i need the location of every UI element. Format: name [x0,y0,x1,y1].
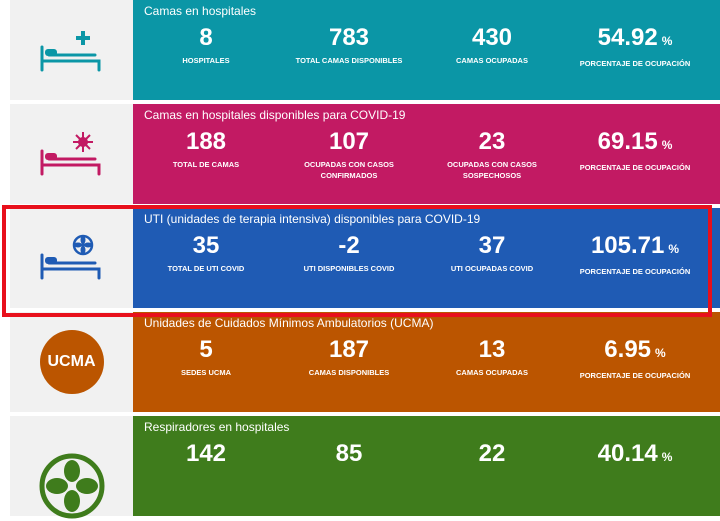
stat-sedes-ucma: 5 SEDES UCMA [141,336,271,378]
stat-value: 35 [192,232,220,259]
stat-ocupadas-confirmados: 107 OCUPADAS CON CASOS CONFIRMADOS [284,128,414,181]
stat-value: 54.92 [597,24,658,51]
stats-panel: Camas en hospitales disponibles para COV… [133,104,720,204]
stat-total-uti: 35 TOTAL DE UTI COVID [141,232,271,274]
stat-total-camas: 188 TOTAL DE CAMAS [141,128,271,170]
percent-sign: % [668,242,680,256]
stat-value: 105.71 [590,232,665,259]
stat-porcentaje: 54.92% PORCENTAJE DE OCUPACIÓN [570,24,700,69]
stat-label: SEDES UCMA [180,368,231,377]
stat-label: TOTAL CAMAS DISPONIBLES [295,56,403,65]
stat-label: HOSPITALES [182,56,230,65]
section-title: Unidades de Cuidados Mínimos Ambulatorio… [144,316,434,330]
stat-value: 6.95 [604,336,652,363]
stats-panel: UTI (unidades de terapia intensiva) disp… [133,208,720,308]
stat-camas-disponibles: 187 CAMAS DISPONIBLES [284,336,414,378]
section-ucma: UCMA Unidades de Cuidados Mínimos Ambula… [0,312,720,412]
hospital-bed-cross-icon [40,31,100,72]
ventilator-fan-icon [39,453,104,519]
percent-sign: % [655,346,666,360]
stat-label: TOTAL DE CAMAS [172,160,240,169]
stat-value: 22 [478,440,506,467]
percent-sign: % [661,138,673,152]
stat-ocupadas-sospechosos: 23 OCUPADAS CON CASOS SOSPECHOSOS [427,128,557,181]
stat-camas-ocupadas: 430 CAMAS OCUPADAS [427,24,557,66]
stat-value: 5 [199,336,213,363]
section-title: Camas en hospitales [144,4,257,18]
hospital-bed-virus-icon [40,132,100,176]
stat-value: 85 [335,440,363,467]
section-uti-covid: UTI (unidades de terapia intensiva) disp… [0,208,720,308]
stat-label: CAMAS OCUPADAS [456,368,528,377]
section-respiradores: Respiradores en hospitales 142 85 22 40.… [0,416,720,519]
stat-value: 13 [478,336,506,363]
icu-bed-icon [40,234,100,280]
stat-respiradores-disponibles: 85 [284,440,414,468]
stat-uti-ocupadas: 37 UTI OCUPADAS COVID [427,232,557,274]
stat-label: PORCENTAJE DE OCUPACIÓN [579,163,691,172]
stat-value: 8 [199,24,213,51]
highlight-box [2,205,712,317]
stats-panel: Unidades de Cuidados Mínimos Ambulatorio… [133,312,720,412]
stat-label: PORCENTAJE DE OCUPACIÓN [579,59,691,68]
icon-panel [10,208,133,308]
stat-porcentaje: 6.95% PORCENTAJE DE OCUPACIÓN [570,336,700,381]
percent-sign: % [661,34,673,48]
stat-uti-disponibles: -2 UTI DISPONIBLES COVID [284,232,414,274]
stat-respiradores-total: 142 [141,440,271,468]
icon-panel: UCMA [10,312,133,412]
stat-label: OCUPADAS CON CASOS SOSPECHOSOS [447,160,537,180]
stat-value: 187 [328,336,370,363]
stat-label: OCUPADAS CON CASOS CONFIRMADOS [304,160,394,180]
stats-panel: Respiradores en hospitales 142 85 22 40.… [133,416,720,516]
stat-value: -2 [338,232,360,259]
stat-value: 142 [185,440,227,467]
section-title: UTI (unidades de terapia intensiva) disp… [144,212,481,226]
section-title: Camas en hospitales disponibles para COV… [144,108,406,122]
stat-label: CAMAS OCUPADAS [456,56,528,65]
stat-value: 107 [328,128,370,155]
section-title: Respiradores en hospitales [144,420,290,434]
stat-value: 23 [478,128,506,155]
stat-label: UTI OCUPADAS COVID [450,264,534,273]
stat-hospitales: 8 HOSPITALES [141,24,271,66]
stat-porcentaje: 105.71% PORCENTAJE DE OCUPACIÓN [570,232,700,277]
stats-panel: Camas en hospitales 8 HOSPITALES 783 TOTAL… [133,0,720,100]
stat-label: PORCENTAJE DE OCUPACIÓN [579,267,691,276]
section-camas-covid: Camas en hospitales disponibles para COV… [0,104,720,204]
stat-porcentaje: 40.14% [570,440,700,471]
stat-value: 188 [185,128,227,155]
stat-value: 37 [478,232,506,259]
icon-panel [10,104,133,204]
stat-respiradores-ocupados: 22 [427,440,557,468]
stat-label: PORCENTAJE DE OCUPACIÓN [579,371,691,380]
section-camas-hospitales: Camas en hospitales 8 HOSPITALES 783 TOTAL… [0,0,720,100]
stat-camas-ocupadas: 13 CAMAS OCUPADAS [427,336,557,378]
stat-porcentaje: 69.15% PORCENTAJE DE OCUPACIÓN [570,128,700,173]
stat-total-camas: 783 TOTAL CAMAS DISPONIBLES [284,24,414,66]
stat-value: 69.15 [597,128,658,155]
stat-value: 40.14 [597,440,658,467]
icon-panel [10,416,133,519]
ucma-badge-icon: UCMA [39,330,104,394]
stat-value: 430 [471,24,513,51]
stat-value: 783 [328,24,370,51]
stat-label: UTI DISPONIBLES COVID [303,264,395,273]
stat-label: TOTAL DE UTI COVID [167,264,245,273]
percent-sign: % [661,450,673,464]
stat-label: CAMAS DISPONIBLES [308,368,390,377]
icon-panel [10,0,133,100]
